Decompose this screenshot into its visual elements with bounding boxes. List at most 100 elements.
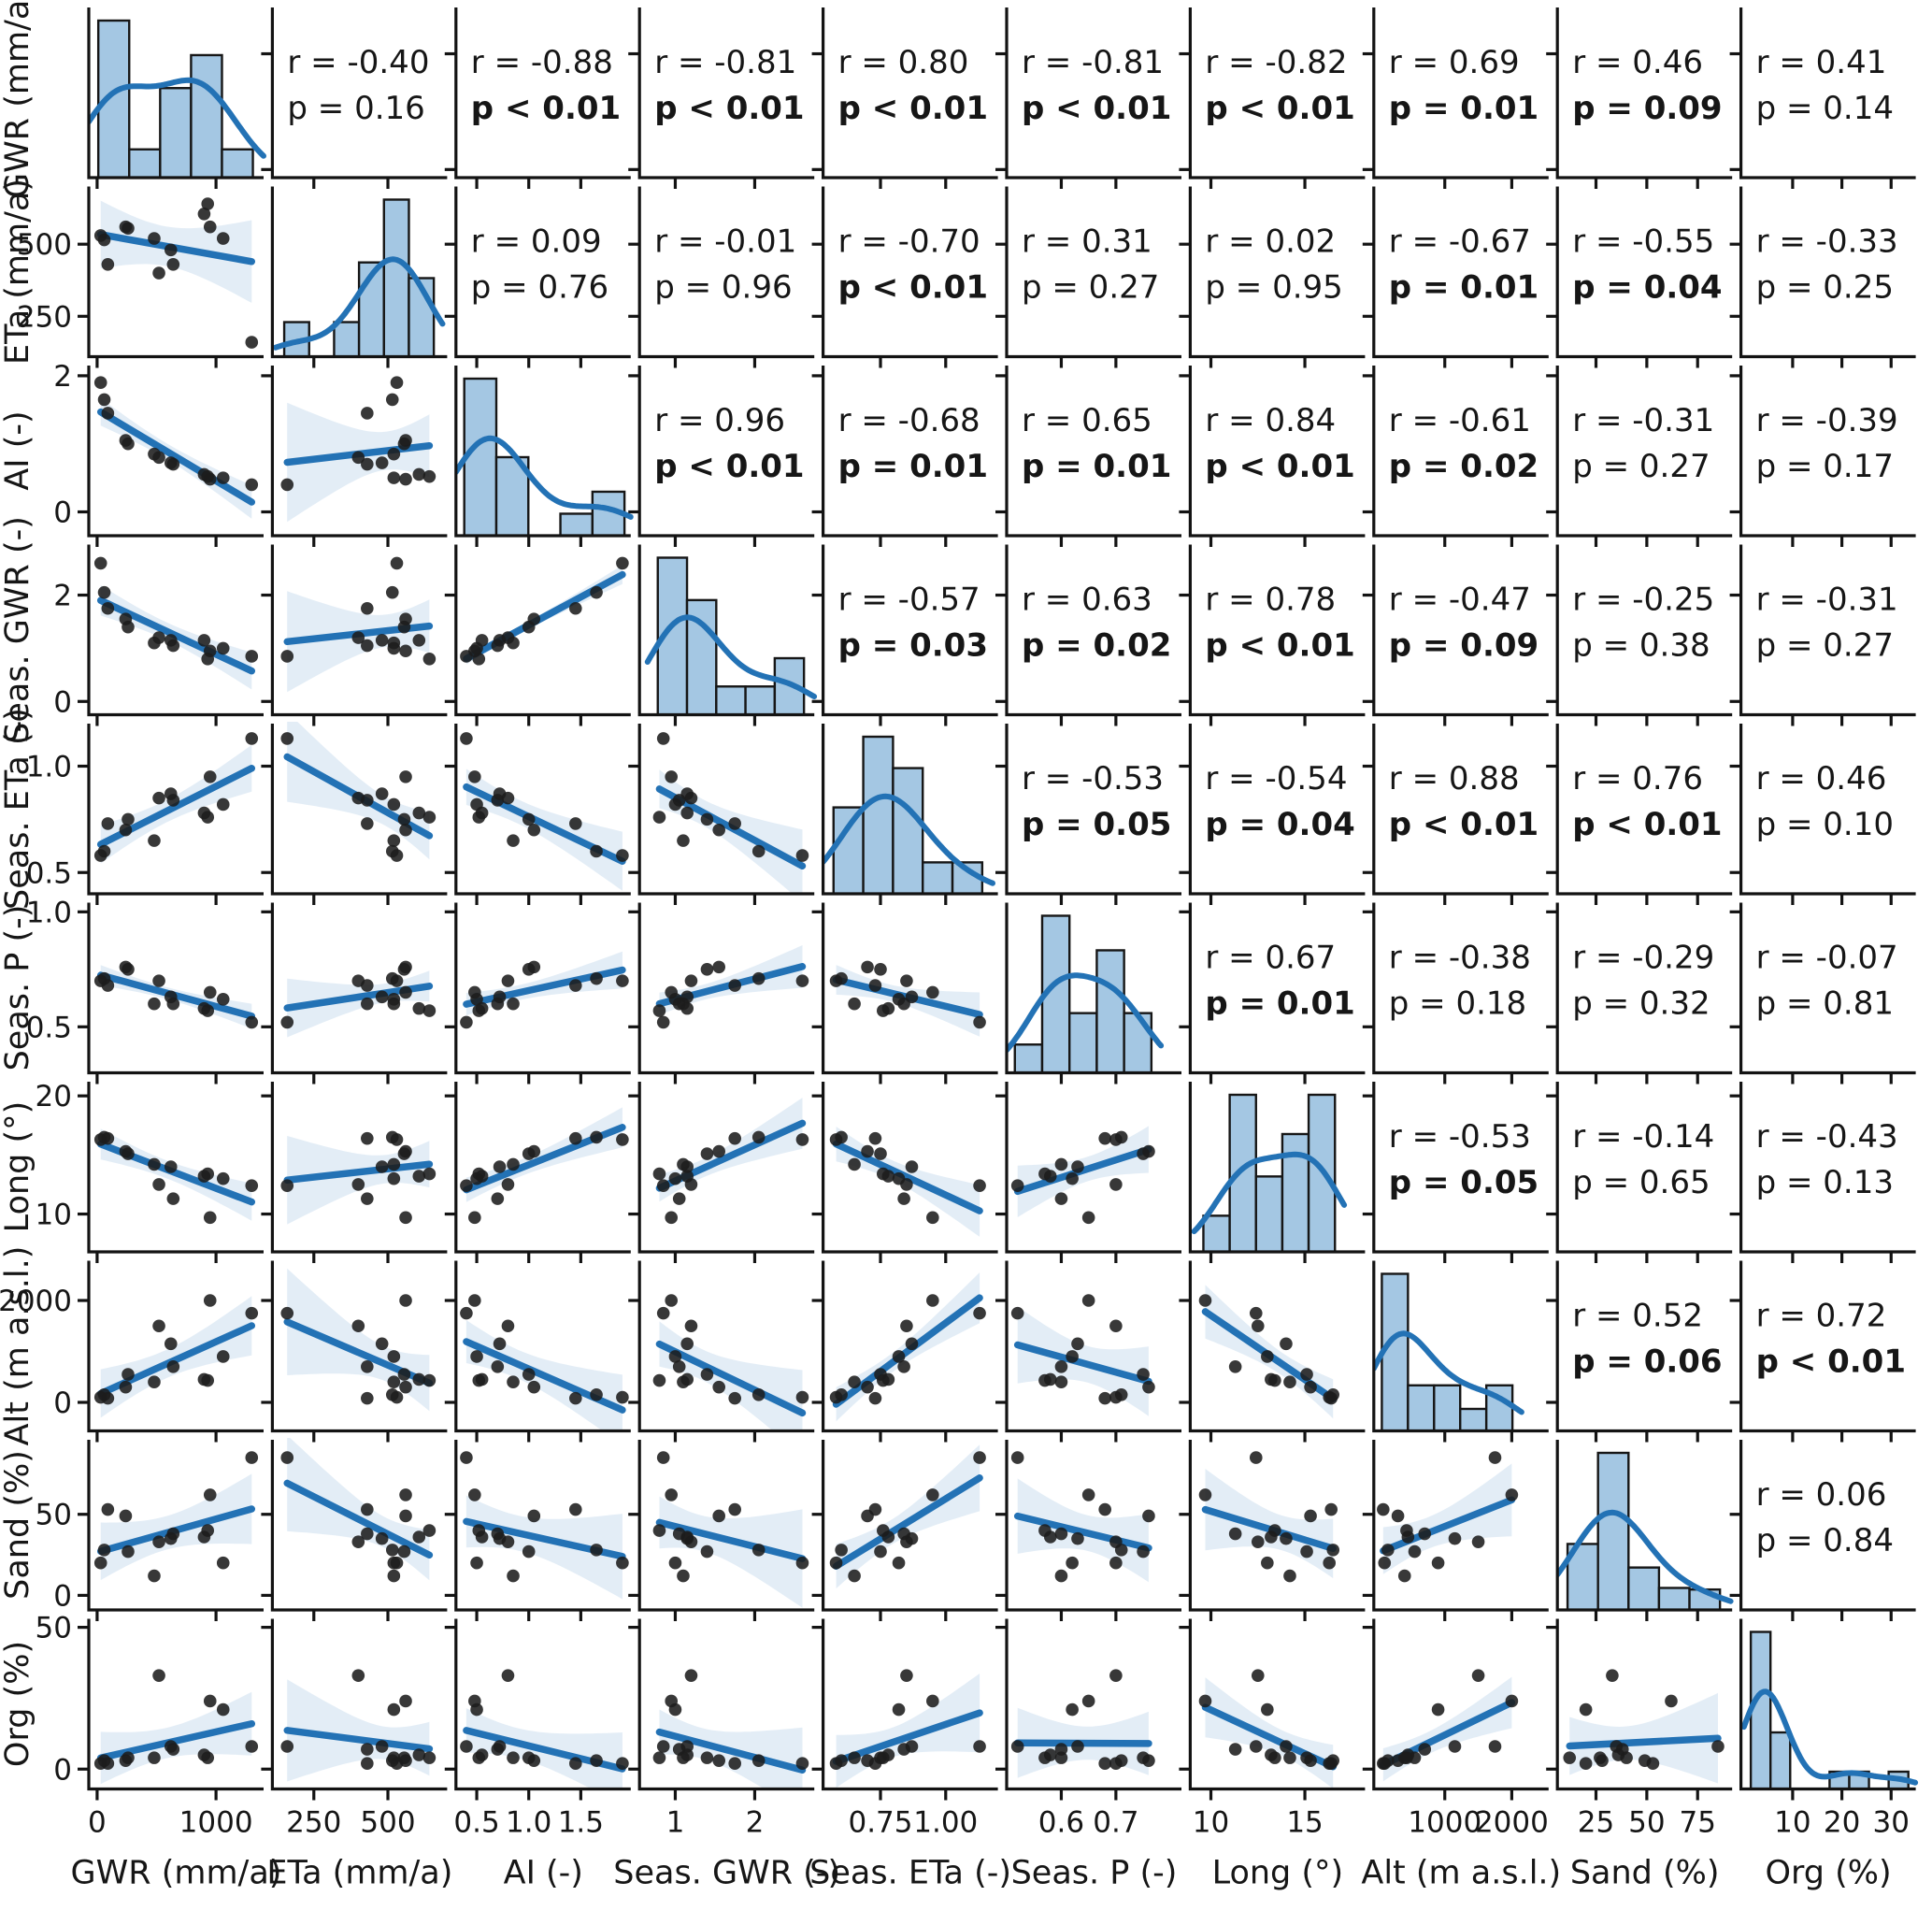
data-point	[468, 770, 481, 783]
corr-p-text: p < 0.01	[1389, 806, 1538, 843]
corr-p-text: p = 0.96	[654, 269, 792, 307]
axis-spine	[1555, 366, 1733, 538]
panel-corr-sGWR-vs-Sand: r = -0.25 p = 0.38	[1546, 544, 1733, 726]
x-tick-label: 1	[666, 1806, 685, 1840]
data-point	[164, 1337, 178, 1351]
confidence-band	[1205, 1677, 1334, 1789]
panel-scatter-AI-vs-GWR: 0 2 AI (-)	[0, 360, 264, 547]
kde-curve	[272, 256, 446, 351]
x-tick-label: 30	[1873, 1806, 1910, 1840]
data-point	[460, 1015, 473, 1029]
y-tick-label: 50	[36, 1499, 72, 1532]
data-point	[1408, 1544, 1422, 1559]
data-point	[399, 985, 412, 999]
data-point	[926, 1488, 939, 1501]
axis-spine	[454, 902, 631, 1075]
corr-p-text: p = 0.04	[1205, 806, 1354, 843]
data-point	[668, 992, 682, 1006]
panel-scatter-Sand-vs-ETa	[261, 1438, 448, 1621]
data-point	[387, 1556, 401, 1570]
confidence-band	[465, 1495, 623, 1600]
panel-corr-Long-vs-Sand: r = -0.14 p = 0.65	[1546, 1082, 1733, 1263]
regression-line	[1566, 1734, 1722, 1750]
data-point	[101, 1757, 115, 1770]
data-point	[245, 650, 259, 663]
y-axis-label-sGWR: Seas. GWR (-)	[0, 516, 36, 743]
hist-bar	[1769, 1731, 1792, 1790]
data-point	[166, 1527, 180, 1541]
corr-r-text: r = 0.72	[1756, 1298, 1887, 1335]
data-point	[280, 478, 294, 492]
axis-spine	[1739, 724, 1916, 896]
panel-scatter-AI-vs-ETa	[261, 366, 448, 547]
data-point	[280, 1306, 294, 1320]
data-point	[422, 1004, 436, 1017]
axis-spine	[1372, 1440, 1549, 1612]
data-point	[700, 1368, 714, 1381]
corr-p-text: p = 0.25	[1756, 269, 1894, 307]
panel-corr-GWR-vs-ETa: r = -0.40 p = 0.16	[261, 7, 448, 189]
data-point	[926, 985, 939, 999]
axis-spine	[1555, 1618, 1733, 1791]
data-point	[1471, 1535, 1485, 1548]
data-point	[148, 1751, 161, 1764]
axis-spine	[454, 1440, 631, 1612]
data-point	[1198, 1488, 1212, 1501]
data-point	[280, 650, 294, 663]
regression-line	[655, 1728, 807, 1774]
hist-bar	[656, 556, 689, 716]
panel-hist-Sand	[1555, 1440, 1734, 1621]
axis-spine	[1188, 902, 1366, 1075]
data-point	[166, 457, 180, 471]
x-tick-label: 1.5	[558, 1806, 604, 1840]
confidence-band	[465, 1320, 623, 1432]
data-point	[668, 1556, 682, 1570]
y-tick-label: 1.0	[26, 751, 72, 784]
data-point	[280, 1740, 294, 1753]
data-point	[1081, 1294, 1095, 1307]
data-point	[1038, 1524, 1052, 1537]
corr-p-text: p = 0.95	[1205, 269, 1342, 307]
data-point	[152, 266, 165, 280]
axis-spine	[1555, 724, 1733, 896]
data-point	[166, 639, 180, 653]
panel-corr-GWR-vs-AI: r = -0.88 p < 0.01	[444, 7, 631, 189]
data-point	[1620, 1751, 1633, 1764]
data-point	[1071, 1531, 1084, 1545]
panel-corr-ETa-vs-AI: r = 0.09 p = 0.76	[444, 186, 631, 368]
data-point	[1579, 1757, 1593, 1770]
data-point	[1081, 1694, 1095, 1708]
data-point	[1251, 1319, 1265, 1333]
axis-spine	[454, 1260, 631, 1433]
data-point	[351, 1178, 365, 1191]
panel-scatter-Long-vs-sGWR	[628, 1082, 815, 1263]
data-point	[1249, 1740, 1263, 1753]
data-point	[973, 1451, 986, 1464]
y-tick-label: 250	[17, 300, 72, 334]
confidence-band	[287, 1268, 430, 1412]
data-point	[148, 1157, 161, 1171]
corr-p-text: p < 0.01	[654, 448, 804, 485]
panel-scatter-Alt-vs-sETa	[811, 1260, 998, 1443]
corr-p-text: p = 0.32	[1572, 985, 1710, 1023]
data-point	[1228, 1360, 1242, 1373]
data-point	[507, 1569, 520, 1583]
data-point	[665, 770, 678, 783]
panel-corr-GWR-vs-Org: r = 0.41 p = 0.14	[1729, 7, 1916, 189]
corr-r-text: r = 0.78	[1205, 582, 1336, 619]
x-axis-label-AI: AI (-)	[504, 1855, 583, 1892]
data-point	[926, 1294, 939, 1307]
data-point	[1251, 1535, 1265, 1548]
data-point	[422, 469, 436, 483]
axis-spine	[87, 724, 264, 896]
y-axis-label-AI: AI (-)	[0, 410, 36, 490]
corr-p-text: p = 0.65	[1572, 1164, 1710, 1201]
data-point	[1071, 1740, 1084, 1753]
panel-corr-Long-vs-Org: r = -0.43 p = 0.13	[1729, 1082, 1916, 1263]
corr-r-text: r = -0.14	[1572, 1118, 1714, 1156]
data-point	[166, 997, 180, 1011]
data-point	[677, 834, 690, 847]
data-point	[835, 1388, 848, 1401]
data-point	[652, 1004, 666, 1017]
data-point	[712, 960, 725, 974]
